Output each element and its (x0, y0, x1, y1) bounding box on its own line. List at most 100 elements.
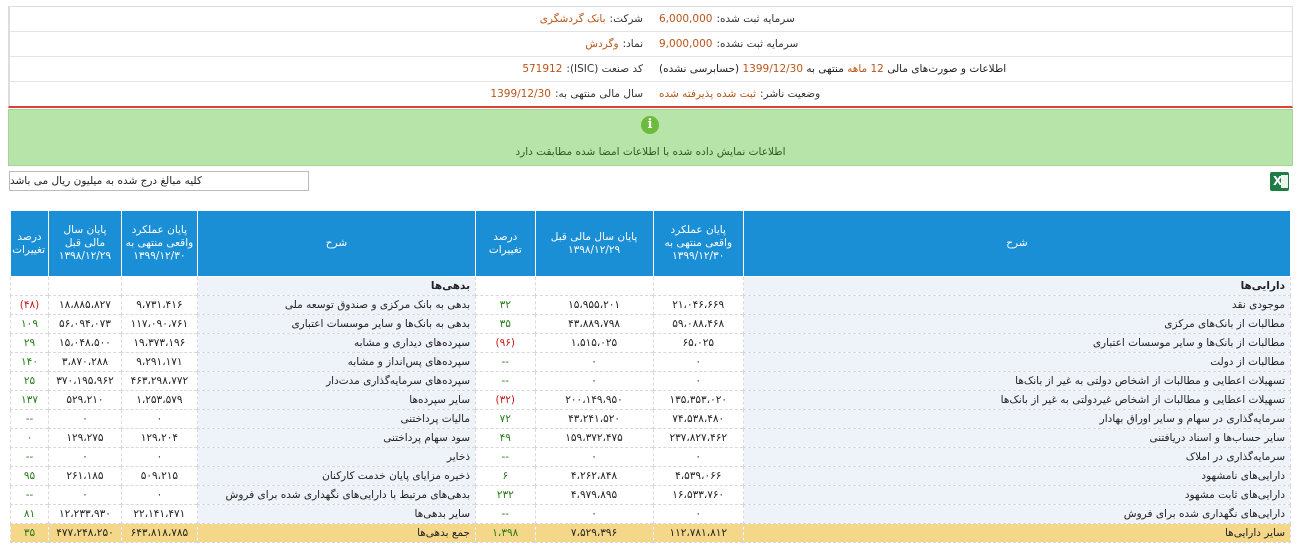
asset-previous: ۰ (534, 371, 654, 391)
liability-current: ۴۶۳،۲۹۸،۷۷۲ (120, 371, 198, 391)
asset-change (475, 276, 536, 296)
liability-previous: ۳۷۰،۱۹۵،۹۶۲ (48, 371, 122, 391)
liability-previous: ۲۶۱،۱۸۵ (48, 466, 122, 486)
asset-item: دارایی‌های نگهداری شده برای فروش (742, 504, 1292, 524)
liability-previous: ۱۲۹،۲۷۵ (48, 428, 122, 448)
liability-change: ۲۹ (9, 333, 50, 353)
liability-item: سپرده‌های سرمایه‌گذاری مدت‌دار (196, 371, 477, 391)
liability-current: ۰ (120, 409, 198, 429)
asset-change: (۹۶) (475, 333, 536, 353)
asset-change: ۷۲ (475, 409, 536, 429)
liability-change: ۰ (9, 428, 50, 448)
header-description: شرح (196, 210, 477, 277)
asset-previous (534, 276, 654, 296)
liability-item: ذخایر (196, 447, 477, 467)
liability-current: ۱،۲۵۳،۵۷۹ (120, 390, 198, 410)
liability-previous: ۰ (48, 485, 122, 505)
asset-change: -- (475, 447, 536, 467)
asset-previous: ۴۳،۸۸۹،۷۹۸ (534, 314, 654, 334)
asset-current: ۵۹،۰۸۸،۴۶۸ (652, 314, 744, 334)
asset-change: -- (475, 371, 536, 391)
liability-current: ۱۹،۳۷۳،۱۹۶ (120, 333, 198, 353)
table-row: مطالبات از دولت ۰ ۰ -- سپرده‌های پس‌انداز و … (9, 352, 1292, 372)
symbol-value[interactable]: وگردش (585, 38, 619, 50)
liability-item: بدهی‌ها (196, 276, 477, 296)
isic-value: 571912 (522, 63, 563, 75)
asset-previous: ۴۳،۲۴۱،۵۲۰ (534, 409, 654, 429)
asset-item: دارایی‌های نامشهود (742, 466, 1292, 486)
liability-previous: ۰ (48, 447, 122, 467)
asset-current: ۶۵،۰۲۵ (652, 333, 744, 353)
report-description-cell: اطلاعات و صورت‌های مالی 12 ماهه منتهی به… (651, 57, 1292, 81)
liability-previous: ۱۵،۰۴۸،۵۰۰ (48, 333, 122, 353)
liability-item: سایر سپرده‌ها (196, 390, 477, 410)
asset-current: ۱۳۵،۳۵۳،۰۲۰ (652, 390, 744, 410)
liability-change: ۹۵ (9, 466, 50, 486)
asset-current: ۲۳۷،۸۲۷،۴۶۲ (652, 428, 744, 448)
asset-change: ۱،۳۹۸ (475, 523, 536, 543)
liability-current: ۱۱۷،۰۹۰،۷۶۱ (120, 314, 198, 334)
unregistered-capital-label: سرمایه ثبت نشده: (716, 38, 799, 50)
asset-current: ۰ (652, 371, 744, 391)
table-row: مطالبات از بانک‌های مرکزی ۵۹،۰۸۸،۴۶۸ ۴۳،۸۸… (9, 314, 1292, 334)
liability-item: ذخیره مزایای پایان خدمت کارکنان (196, 466, 477, 486)
liability-item: سپرده‌های پس‌انداز و مشابه (196, 352, 477, 372)
info-row: نماد: وگردش سرمایه ثبت نشده: 9,000,000 (9, 32, 1292, 57)
liability-change: ۱۴۰ (9, 352, 50, 372)
report-prefix: اطلاعات و صورت‌های مالی (887, 63, 1007, 75)
asset-item: دارایی‌های ثابت مشهود (742, 485, 1292, 505)
liability-current (120, 276, 198, 296)
asset-previous: ۱۵۹،۳۷۲،۴۷۵ (534, 428, 654, 448)
unregistered-capital-cell: سرمایه ثبت نشده: 9,000,000 (651, 32, 1292, 56)
asset-current: ۰ (652, 504, 744, 524)
liability-previous (48, 276, 122, 296)
asset-item: تسهیلات اعطایی و مطالبات از اشخاص غیردول… (742, 390, 1292, 410)
header-previous-year: پایان سال مالی قبل ۱۳۹۸/۱۲/۲۹ (534, 210, 654, 277)
report-mid: منتهی به (806, 63, 844, 75)
asset-previous: ۱۵،۹۵۵،۲۰۱ (534, 295, 654, 315)
liability-change: ۱۰۹ (9, 314, 50, 334)
info-row: کد صنعت (ISIC): 571912 اطلاعات و صورت‌های… (9, 57, 1292, 82)
report-date: 1399/12/30 (742, 63, 804, 75)
company-value[interactable]: بانک گردشگری (539, 13, 606, 25)
info-row: سال مالی منتهی به: 1399/12/30 وضعیت ناشر:… (9, 82, 1292, 106)
table-row: تسهیلات اعطایی و مطالبات از اشخاص غیردول… (9, 390, 1292, 410)
publisher-status-value: ثبت شده پذیرفته شده (659, 88, 757, 100)
asset-change: (۳۲) (475, 390, 536, 410)
asset-item: تسهیلات اعطایی و مطالبات از اشخاص دولتی … (742, 371, 1292, 391)
asset-previous: ۰ (534, 504, 654, 524)
asset-item: سرمایه‌گذاری در املاک (742, 447, 1292, 467)
asset-item: مطالبات از بانک‌های مرکزی (742, 314, 1292, 334)
excel-export-icon[interactable] (1270, 172, 1289, 191)
liability-previous: ۰ (48, 409, 122, 429)
verification-message: اطلاعات نمایش داده شده با اطلاعات امضا ش… (515, 146, 786, 158)
liability-change: ۱۳۷ (9, 390, 50, 410)
asset-change: ۴۹ (475, 428, 536, 448)
company-cell: شرکت: بانک گردشگری (9, 7, 651, 31)
asset-item: سایر دارایی‌ها (742, 523, 1292, 543)
symbol-cell: نماد: وگردش (9, 32, 651, 56)
asset-change: -- (475, 352, 536, 372)
liability-change: ۸۱ (9, 504, 50, 524)
table-header-row: شرح پایان عملکرد واقعی منتهی به ۱۳۹۹/۱۲/… (9, 210, 1292, 277)
asset-item: سرمایه‌گذاری در سهام و سایر اوراق بهادار (742, 409, 1292, 429)
asset-change: ۲۳۲ (475, 485, 536, 505)
asset-current (652, 276, 744, 296)
fiscal-year-cell: سال مالی منتهی به: 1399/12/30 (9, 82, 651, 106)
publisher-status-label: وضعیت ناشر: (760, 88, 821, 100)
liability-previous: ۴۷۷،۲۴۸،۲۵۰ (48, 523, 122, 543)
header-change-percent: درصد تغییرات (9, 210, 50, 277)
liability-item: بدهی‌های مرتبط با دارایی‌های نگهداری شده… (196, 485, 477, 505)
asset-current: ۰ (652, 352, 744, 372)
liability-current: ۱۲۹،۲۰۴ (120, 428, 198, 448)
liability-previous: ۵۶،۰۹۴،۰۷۳ (48, 314, 122, 334)
asset-previous: ۰ (534, 447, 654, 467)
asset-item: موجودی نقد (742, 295, 1292, 315)
asset-previous: ۷،۵۲۹،۳۹۶ (534, 523, 654, 543)
capital-value: 6,000,000 (659, 13, 713, 25)
table-row: دارایی‌های نگهداری شده برای فروش ۰ ۰ -- سایر… (9, 504, 1292, 524)
asset-current: ۴،۵۳۹،۰۶۶ (652, 466, 744, 486)
asset-previous: ۱،۵۱۵،۰۲۵ (534, 333, 654, 353)
fiscal-year-label: سال مالی منتهی به: (554, 88, 643, 100)
liability-item: سود سهام پرداختنی (196, 428, 477, 448)
